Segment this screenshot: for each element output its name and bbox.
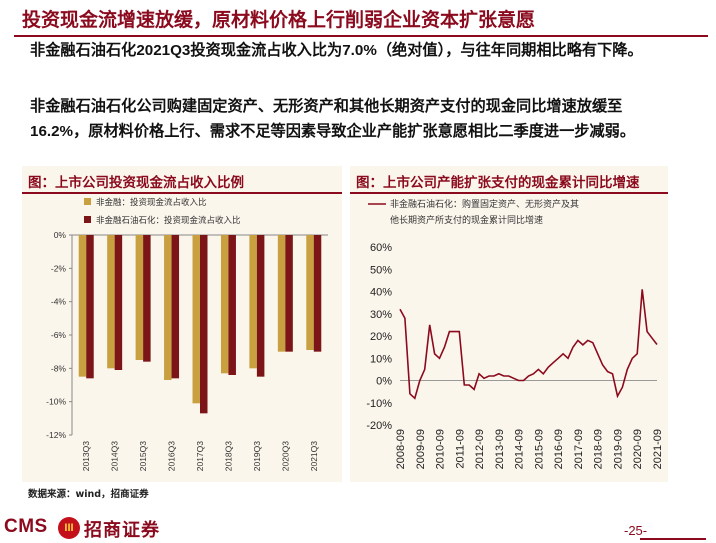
paragraph-2-pre: 非金融石油石化公司购建固定资产、无形资产和其他长期资产支付的现金同比增速放缓至 [30, 97, 623, 115]
y-tick-label: 20% [370, 331, 392, 343]
x-tick-label: 2019-09 [612, 429, 624, 469]
y-tick-label: 10% [370, 353, 392, 365]
bar-1-2016Q3 [164, 235, 172, 380]
line-chart-title-rule [350, 192, 668, 194]
x-tick-label: 2008-09 [395, 429, 407, 469]
x-tick-label: 2021-09 [652, 429, 664, 469]
x-tick-label: 2012-09 [474, 429, 486, 469]
logo-text: CMS [4, 516, 48, 537]
paragraph-1-quarter: 2021Q3 [136, 42, 191, 59]
x-tick-label: 2014-09 [514, 429, 526, 469]
title-bar: 投资现金流增速放缓，原材料价格上行削弱企业资本扩张意愿 [0, 0, 716, 37]
paragraph-1-post: （绝对值），与往年同期相比略有下降。 [376, 41, 643, 59]
bar-chart-title-rule [22, 192, 342, 194]
bar-1-2013Q3 [78, 235, 87, 377]
x-tick-label: 2018Q3 [223, 441, 233, 472]
legend-swatch-2 [84, 216, 91, 223]
bar-chart-title: 图：上市公司投资现金流占收入比例 [28, 175, 244, 191]
paragraph-2-post: ，原材料价格上行、需求不足等因素导致企业产能扩张意愿相比二季度进一步减弱。 [73, 122, 636, 140]
logo-mark-icon: III [58, 517, 80, 539]
y-tick-label: -12% [46, 430, 66, 440]
bar-2-2016Q3 [171, 235, 180, 379]
bar-1-2018Q3 [220, 235, 229, 374]
x-tick-label: 2016-09 [553, 429, 565, 469]
series-line [399, 289, 658, 400]
x-tick-label: 2011-09 [454, 429, 466, 469]
paragraph-1: 非金融石油石化2021Q3投资现金流占收入比为7.0%（绝对值），与往年同期相比… [30, 38, 680, 63]
x-tick-label: 2019Q3 [252, 441, 262, 472]
x-tick-label: 2015-09 [533, 429, 545, 469]
y-tick-label: -6% [51, 330, 67, 340]
y-tick-label: -10% [46, 397, 66, 407]
paragraph-1-ratio: 7.0% [342, 42, 377, 59]
x-tick-label: 2018-09 [593, 429, 605, 469]
bar-1-2021Q3 [306, 235, 314, 350]
x-tick-label: 2010-09 [435, 429, 447, 469]
title-divider [14, 35, 708, 37]
x-tick-label: 2016Q3 [167, 441, 177, 472]
bar-2-2014Q3 [114, 235, 123, 370]
paragraph-1-mid: 投资现金流占收入比为 [190, 41, 343, 59]
legend-label: 非金融石油石化：购置固定资产、无形资产及其 [390, 198, 579, 209]
x-tick-label: 2015Q3 [138, 441, 148, 472]
y-tick-label: 30% [370, 309, 392, 321]
bar-2-2020Q3 [285, 235, 293, 352]
x-tick-label: 2020-09 [632, 429, 644, 469]
x-tick-label: 2009-09 [415, 429, 427, 469]
y-tick-label: -8% [51, 363, 67, 373]
x-tick-label: 2021Q3 [309, 441, 319, 472]
bar-2-2017Q3 [200, 235, 208, 414]
legend-label-1: 非金融：投资现金流占收入比 [96, 197, 207, 207]
logo-chinese-name: 招商证券 [84, 520, 160, 541]
bar-1-2014Q3 [107, 235, 115, 369]
x-tick-label: 2020Q3 [280, 441, 290, 472]
bar-1-2015Q3 [135, 235, 144, 360]
line-chart-panel: 图：上市公司产能扩张支付的现金累计同比增速 非金融石油石化：购置固定资产、无形资… [350, 166, 668, 482]
y-tick-label: 0% [54, 230, 67, 240]
y-tick-label: 40% [370, 287, 392, 299]
x-tick-label: 2017Q3 [195, 441, 205, 472]
page-number: -25- [624, 523, 648, 538]
x-tick-label: 2014Q3 [110, 441, 120, 472]
y-tick-label: -10% [366, 398, 392, 410]
y-tick-label: -4% [51, 297, 67, 307]
line-chart-title: 图：上市公司产能扩张支付的现金累计同比增速 [356, 175, 640, 191]
bar-2-2018Q3 [228, 235, 236, 375]
y-tick-label: 50% [370, 264, 392, 276]
y-tick-label: -2% [51, 263, 67, 273]
bar-2-2021Q3 [313, 235, 322, 352]
bar-2-2013Q3 [86, 235, 94, 379]
page-title: 投资现金流增速放缓，原材料价格上行削弱企业资本扩张意愿 [22, 9, 536, 31]
paragraph-1-pre: 非金融石油石化 [30, 41, 137, 59]
bar-chart-panel: 图：上市公司投资现金流占收入比例 非金融：投资现金流占收入比非金融石油石化：投资… [22, 166, 342, 482]
paragraph-2: 非金融石油石化公司购建固定资产、无形资产和其他长期资产支付的现金同比增速放缓至 1… [30, 94, 680, 144]
legend-swatch-1 [84, 198, 91, 205]
footer-rule [640, 538, 706, 540]
legend-label: 他长期资产所支付的现金累计同比增速 [390, 214, 543, 225]
paragraph-2-growth: 16.2% [30, 123, 74, 140]
data-source: 数据来源：wind，招商证券 [28, 489, 149, 500]
bar-1-2019Q3 [249, 235, 257, 369]
bar-2-2019Q3 [256, 235, 265, 377]
y-tick-label: 0% [376, 376, 392, 388]
legend-label-2: 非金融石油石化：投资现金流占收入比 [96, 215, 241, 225]
bar-1-2017Q3 [192, 235, 200, 404]
x-tick-label: 2017-09 [573, 429, 585, 469]
bar-2-2015Q3 [143, 235, 151, 362]
y-tick-label: 60% [370, 242, 392, 254]
bar-1-2020Q3 [277, 235, 286, 352]
y-tick-label: -20% [366, 420, 392, 432]
x-tick-label: 2013-09 [494, 429, 506, 469]
x-tick-label: 2013Q3 [81, 441, 91, 472]
